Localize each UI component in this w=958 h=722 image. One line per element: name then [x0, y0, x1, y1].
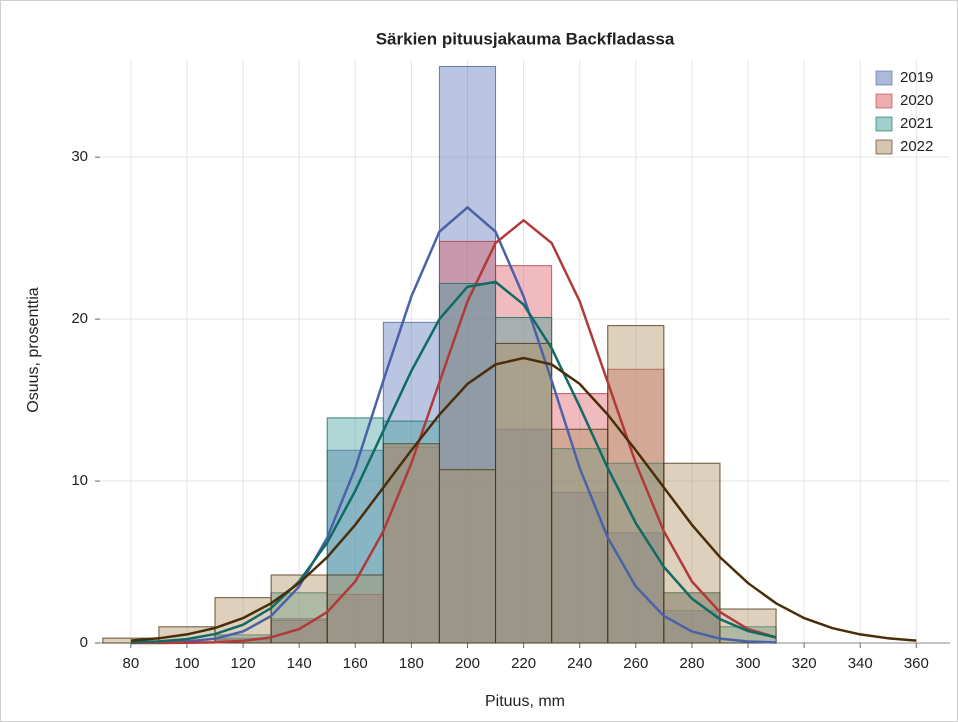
legend-label: 2020	[900, 92, 933, 109]
y-tick-label: 20	[71, 310, 88, 327]
legend-swatch	[875, 139, 893, 155]
legend-swatch	[875, 116, 893, 132]
x-tick-label: 80	[123, 655, 140, 672]
x-tick-label: 140	[287, 655, 312, 672]
histogram-bar	[551, 428, 609, 644]
x-tick-label: 100	[174, 655, 199, 672]
x-tick-label: 340	[848, 655, 873, 672]
legend-label: 2022	[900, 138, 933, 155]
density-curve	[130, 280, 777, 644]
y-tick-label: 10	[71, 472, 88, 489]
x-tick-label: 360	[904, 655, 929, 672]
histogram-bar	[270, 618, 328, 644]
histogram-bar	[495, 428, 553, 644]
plot-area: 80 100 120 140 160 180 200 220 240 260 280 300 320 34…	[71, 60, 950, 672]
x-tick-label: 300	[736, 655, 761, 672]
density-curve	[130, 205, 777, 645]
histogram-bar	[551, 393, 609, 644]
x-tick-label: 200	[455, 655, 480, 672]
x-tick-label: 320	[792, 655, 817, 672]
histogram-bar	[663, 462, 721, 644]
legend-label: 2019	[900, 69, 933, 86]
histogram-bar	[382, 443, 440, 644]
x-tick-label: 260	[623, 655, 648, 672]
histogram-bar	[551, 448, 609, 644]
density-curve	[130, 356, 917, 642]
legend-label: 2021	[900, 115, 933, 132]
histogram-bar	[438, 469, 497, 644]
y-tick-label: 0	[80, 634, 88, 651]
y-tick-label: 30	[71, 148, 88, 165]
x-tick-label: 180	[399, 655, 424, 672]
density-curve	[130, 218, 777, 645]
x-tick-label: 120	[231, 655, 256, 672]
x-axis-label: Pituus, mm	[485, 693, 565, 710]
x-tick-label: 220	[511, 655, 536, 672]
x-tick-label: 240	[567, 655, 592, 672]
histogram-bar	[719, 608, 777, 644]
y-axis-label: Osuus, prosenttia	[25, 287, 42, 413]
histogram-bar	[495, 342, 553, 644]
histogram-bar	[663, 610, 721, 644]
x-tick-label: 280	[679, 655, 704, 672]
histogram-bar	[326, 417, 384, 644]
histogram-bar	[326, 574, 384, 644]
x-tick-label: 160	[343, 655, 368, 672]
chart-title: Särkien pituusjakauma Backfladassa	[376, 29, 675, 48]
legend-swatch	[875, 70, 893, 86]
histogram-bar	[495, 265, 553, 644]
legend-swatch	[875, 93, 893, 109]
